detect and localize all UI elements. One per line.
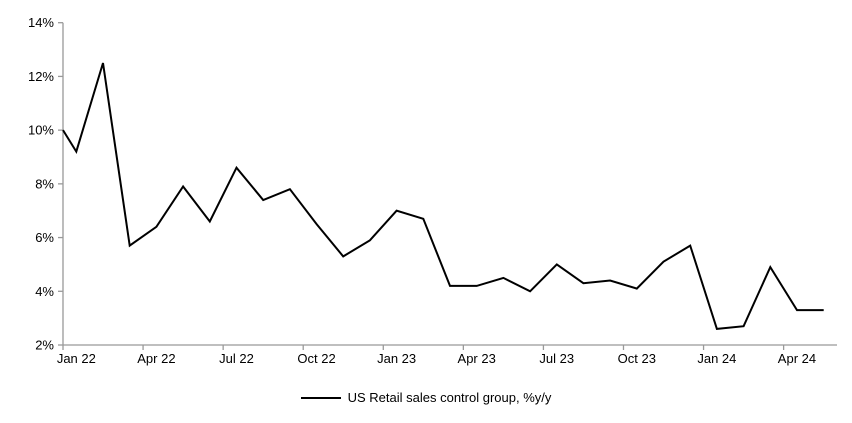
y-tick-label: 12%: [28, 69, 54, 84]
x-tick-label: Jan 24: [697, 351, 736, 366]
x-tick-label: Oct 22: [297, 351, 335, 366]
legend-label: US Retail sales control group, %y/y: [347, 390, 552, 405]
x-tick-label: Apr 23: [458, 351, 496, 366]
x-tick-label: Jul 23: [539, 351, 574, 366]
x-tick-label: Oct 23: [618, 351, 656, 366]
chart-legend: US Retail sales control group, %y/y: [0, 390, 852, 405]
x-tick-label: Apr 24: [778, 351, 816, 366]
x-tick-label: Jan 23: [377, 351, 416, 366]
data-series-line: [62, 62, 824, 330]
y-tick-label: 6%: [35, 230, 54, 245]
x-tick-label: Jan 22: [57, 351, 96, 366]
line-chart: 2% 4% 6% 8% 10% 12% 14% Jan 22 Apr 22 Jul 22 Oct 2…: [28, 15, 837, 366]
y-tick-label: 4%: [35, 284, 54, 299]
legend-line-swatch: [300, 396, 341, 399]
y-tick-label: 14%: [28, 15, 54, 30]
y-tick-label: 8%: [35, 176, 54, 191]
y-tick-label: 2%: [35, 338, 54, 353]
x-tick-label: Jul 22: [219, 351, 254, 366]
y-tick-label: 10%: [28, 123, 54, 138]
x-tick-label: Apr 22: [137, 351, 175, 366]
